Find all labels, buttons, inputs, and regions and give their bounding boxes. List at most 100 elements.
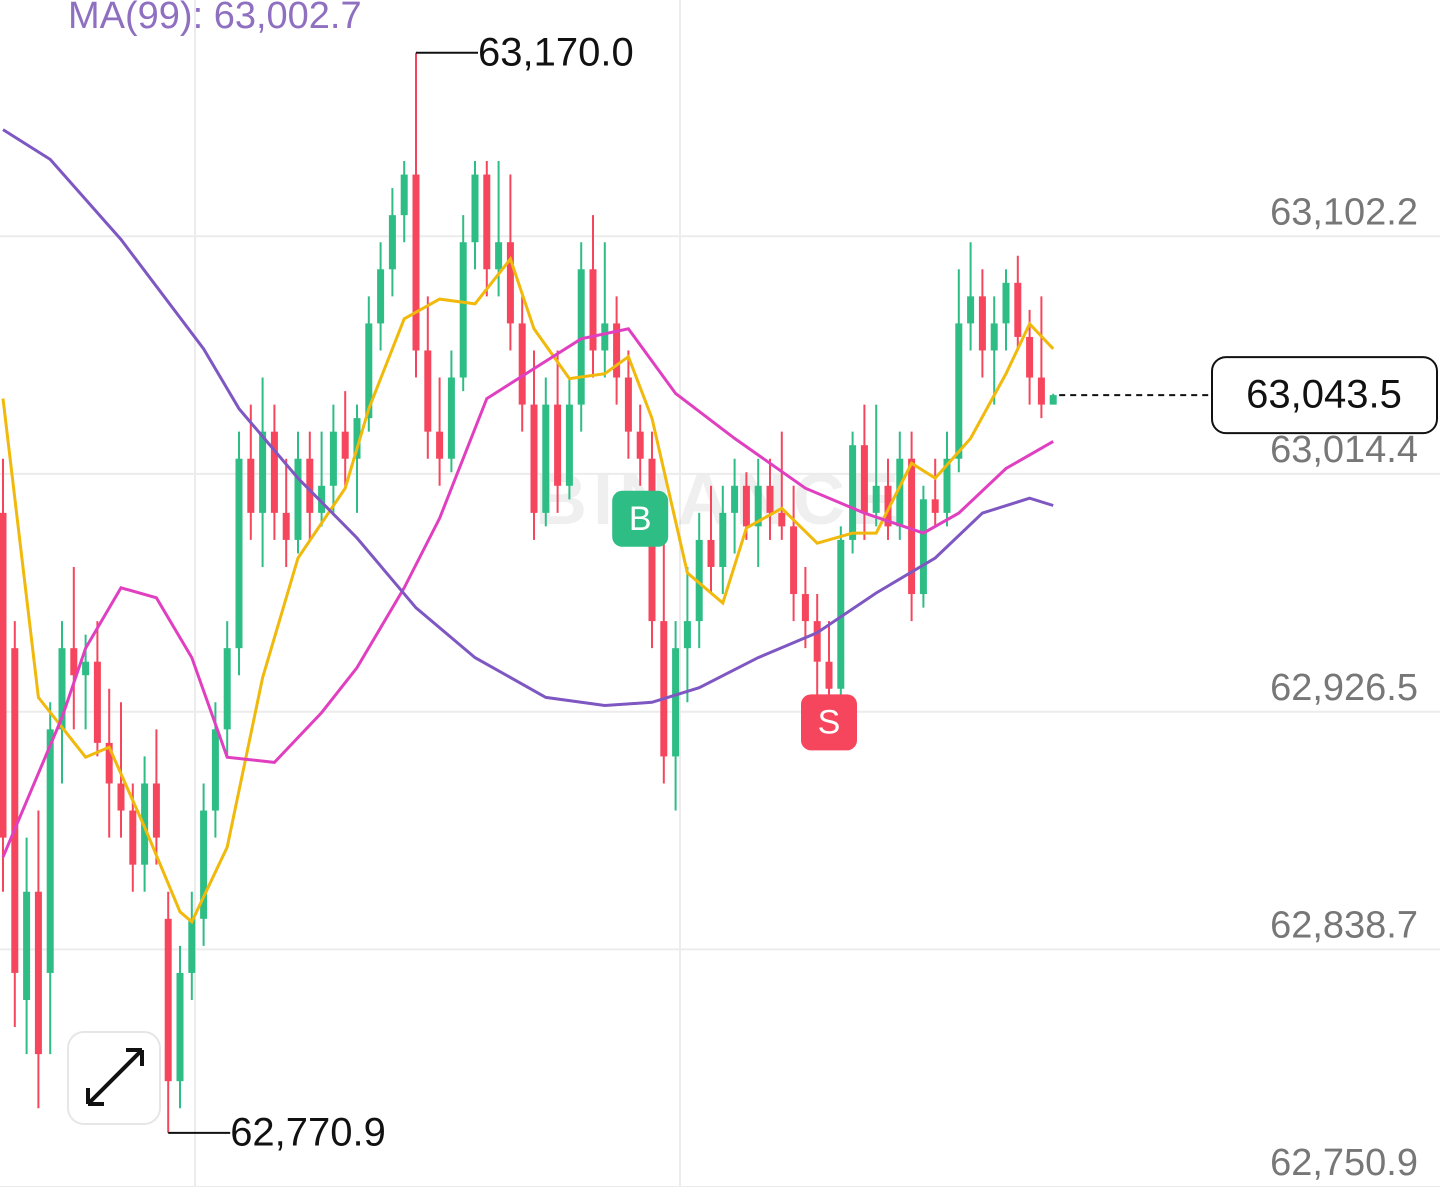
candle-body	[565, 404, 573, 486]
candle-body	[860, 445, 868, 513]
candle-body	[294, 458, 302, 540]
candle-body	[235, 458, 243, 649]
ma-line	[1, 255, 1055, 925]
candle-body	[58, 648, 66, 730]
candle-body	[506, 242, 514, 324]
candle-body	[471, 174, 479, 243]
y-tick-label: 63,014.4	[1270, 429, 1418, 471]
candle-body	[164, 918, 172, 1082]
candle-body	[129, 810, 137, 865]
candle-body	[223, 648, 231, 730]
candle-body	[518, 323, 526, 405]
candle-body	[955, 323, 963, 459]
candle-body	[70, 648, 78, 676]
candle-body	[919, 499, 927, 595]
candle-body	[542, 404, 550, 513]
candle-body	[778, 512, 786, 527]
y-tick-label: 62,750.9	[1270, 1142, 1418, 1184]
trade-marker-box	[612, 490, 669, 547]
candle-body	[978, 296, 986, 351]
candle-body	[1002, 282, 1010, 324]
candle-body	[82, 661, 90, 676]
candle-body	[943, 458, 951, 513]
candle-body	[400, 174, 408, 216]
candle-body	[766, 485, 774, 513]
ma-line	[1, 327, 1054, 858]
candle-body	[601, 323, 609, 351]
candle-body	[672, 648, 680, 757]
candle-body	[530, 404, 538, 513]
candle-body	[990, 323, 998, 351]
candle-body	[0, 512, 7, 838]
candle-body	[329, 431, 337, 486]
candle-body	[577, 269, 585, 405]
candle-body	[1049, 395, 1057, 405]
candle-body	[813, 621, 821, 662]
candle-body	[825, 661, 833, 689]
candle-body	[306, 458, 314, 513]
candle-body	[872, 485, 880, 513]
trade-marker: B	[612, 490, 669, 547]
candle-body	[554, 404, 562, 486]
candle-body	[270, 431, 278, 513]
y-tick-label: 62,926.5	[1270, 667, 1418, 709]
candle-body	[1037, 377, 1045, 405]
candle-body	[707, 539, 715, 567]
candle-body	[353, 418, 361, 459]
candle-body	[211, 729, 219, 811]
candle-body	[388, 215, 396, 270]
candle-body	[188, 918, 196, 973]
candle-body	[683, 621, 691, 649]
y-tick-label: 63,102.2	[1270, 191, 1418, 233]
candle-body	[589, 269, 597, 351]
expand-button[interactable]	[67, 1031, 161, 1125]
candle-body	[282, 512, 290, 540]
candle-body	[152, 783, 160, 838]
candle-body	[117, 783, 125, 811]
candle-body	[695, 539, 703, 622]
candle-body	[660, 621, 668, 757]
trade-marker-label: S	[818, 703, 841, 741]
candle-body	[742, 485, 750, 527]
expand-icon	[86, 1048, 144, 1106]
extreme-label: 62,770.9	[230, 1110, 386, 1154]
y-tick-label: 62,838.7	[1270, 904, 1418, 946]
candle-body	[259, 431, 267, 513]
last-price-box	[1211, 356, 1438, 435]
candle-body	[967, 296, 975, 324]
candle-body	[790, 526, 798, 595]
candle-body	[837, 539, 845, 689]
candle-body	[341, 431, 349, 459]
candle-body	[884, 485, 892, 527]
ma-line	[2, 128, 1054, 708]
candle-body	[801, 594, 809, 622]
candle-body	[719, 512, 727, 567]
candle-body	[1026, 336, 1034, 378]
candle-body	[1014, 282, 1022, 337]
candle-body	[636, 431, 644, 459]
candle-body	[624, 377, 632, 432]
candle-body	[731, 485, 739, 513]
candle-body	[247, 458, 255, 513]
candle-body	[483, 174, 491, 270]
candle-body	[447, 377, 455, 459]
candle-body	[46, 729, 54, 973]
extreme-label: 63,170.0	[478, 30, 634, 74]
candle-body	[23, 891, 31, 1000]
candle-body	[495, 242, 503, 270]
last-price-label: 63,043.5	[1246, 373, 1402, 417]
candle-body	[105, 742, 113, 784]
candle-body	[849, 445, 857, 540]
trade-marker-box	[801, 694, 857, 751]
candle-body	[459, 242, 467, 378]
candle-body	[200, 810, 208, 919]
candle-body	[896, 458, 904, 527]
candle-body	[424, 350, 432, 432]
candle-body	[377, 269, 385, 324]
candle-body	[34, 891, 42, 1055]
candle-body	[436, 431, 444, 459]
candle-body	[11, 648, 19, 973]
candle-body	[412, 174, 420, 351]
candle-body	[365, 323, 373, 419]
